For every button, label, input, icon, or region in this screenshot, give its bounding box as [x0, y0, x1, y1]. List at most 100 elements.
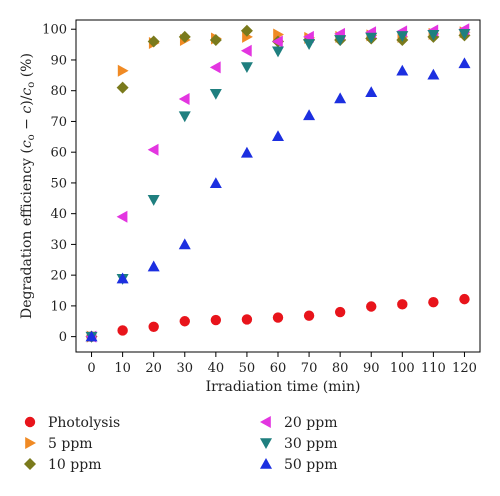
- legend-item-10-ppm: 10 ppm: [24, 457, 101, 473]
- y-title-var: c: [19, 140, 35, 148]
- y-title-text: Degradation efficiency (: [19, 148, 35, 319]
- data-point-photolysis: [210, 314, 222, 326]
- x-tick-label: 60: [270, 361, 287, 376]
- legend-label-30-ppm: 30 ppm: [284, 436, 337, 452]
- y-title-var: c: [19, 106, 35, 114]
- y-title-var: c: [19, 88, 35, 96]
- data-point-5-ppm: [273, 28, 284, 41]
- legend-marker-50-ppm: [260, 458, 272, 469]
- y-axis-ticks: 0 10 20 30 40 50 60 70 80 90 100: [42, 23, 76, 345]
- data-point-photolysis: [148, 321, 159, 332]
- legend-marker-10-ppm: [24, 458, 36, 470]
- y-tick-label: 90: [50, 53, 67, 68]
- data-point-20-ppm: [147, 143, 159, 156]
- data-point-50-ppm: [85, 330, 98, 342]
- y-tick-label: 0: [59, 330, 67, 345]
- y-tick-label: 30: [50, 238, 67, 253]
- data-point-30-ppm: [240, 62, 253, 74]
- data-point-photolysis: [303, 310, 315, 321]
- x-axis-ticks: 0 10 20 30 40 50 60 70 80 90 100 110 120: [87, 352, 477, 376]
- data-point-20-ppm: [209, 61, 221, 74]
- legend-label-photolysis: Photolysis: [48, 415, 120, 431]
- data-point-30-ppm: [365, 32, 378, 44]
- x-tick-label: 50: [239, 361, 256, 376]
- y-tick-label: 20: [50, 269, 67, 284]
- legend-label-20-ppm: 20 ppm: [284, 415, 337, 431]
- data-point-30-ppm: [209, 88, 222, 100]
- legend-item-photolysis: Photolysis: [24, 415, 120, 431]
- y-tick-label: 60: [50, 146, 67, 161]
- y-tick-label: 50: [50, 176, 67, 191]
- data-point-50-ppm: [334, 92, 347, 104]
- data-point-photolysis: [241, 314, 253, 325]
- y-axis-title: Degradation efficiency (co − c)/co (%): [19, 53, 37, 319]
- legend-label-10-ppm: 10 ppm: [48, 457, 101, 473]
- y-tick-label: 70: [50, 115, 67, 130]
- x-tick-label: 120: [452, 361, 477, 376]
- data-point-photolysis: [117, 325, 128, 336]
- data-point-photolysis: [428, 297, 439, 308]
- data-point-30-ppm: [427, 29, 440, 41]
- data-point-50-ppm: [209, 177, 222, 189]
- x-tick-label: 80: [332, 361, 349, 376]
- y-title-text: )/: [19, 95, 35, 105]
- data-point-photolysis: [459, 293, 470, 305]
- data-point-30-ppm: [303, 39, 316, 50]
- legend-marker-20-ppm: [260, 416, 271, 428]
- data-point-30-ppm: [272, 46, 284, 58]
- data-point-photolysis: [366, 301, 377, 312]
- data-point-20-ppm: [178, 93, 190, 106]
- legend-item-30-ppm: 30 ppm: [260, 436, 337, 452]
- data-point-photolysis: [272, 312, 284, 323]
- data-point-10-ppm: [116, 81, 129, 94]
- data-point-10-ppm: [240, 24, 253, 37]
- data-point-photolysis: [397, 299, 408, 310]
- y-title-subscript: o: [26, 134, 37, 140]
- data-point-10-ppm: [178, 30, 191, 43]
- legend-marker-photolysis: [24, 416, 36, 428]
- data-point-30-ppm: [178, 111, 191, 123]
- data-point-50-ppm: [303, 109, 316, 121]
- data-point-photolysis: [179, 316, 190, 327]
- data-point-photolysis: [334, 306, 346, 318]
- series-50-ppm: [85, 57, 471, 342]
- legend-label-50-ppm: 50 ppm: [284, 457, 337, 473]
- y-title-text: −: [19, 114, 35, 135]
- data-point-30-ppm: [334, 35, 347, 46]
- legend-label-5-ppm: 5 ppm: [48, 436, 93, 452]
- y-tick-label: 80: [50, 84, 67, 99]
- data-point-50-ppm: [458, 57, 471, 69]
- data-point-10-ppm: [209, 33, 222, 46]
- series-30-ppm: [85, 29, 471, 343]
- x-tick-label: 70: [301, 361, 318, 376]
- data-point-50-ppm: [240, 146, 253, 158]
- x-tick-label: 100: [390, 361, 415, 376]
- data-markers: [85, 23, 471, 343]
- y-tick-label: 40: [50, 207, 67, 222]
- data-point-50-ppm: [365, 86, 378, 98]
- data-point-5-ppm: [117, 64, 129, 77]
- data-point-50-ppm: [427, 68, 440, 80]
- y-title-text: (%): [19, 53, 35, 82]
- x-tick-label: 40: [208, 361, 225, 376]
- series-photolysis: [86, 293, 470, 342]
- x-tick-label: 90: [363, 361, 380, 376]
- legend: Photolysis 5 ppm 10 ppm 20 ppm 30 ppm 50 ppm: [24, 415, 337, 473]
- x-tick-label: 110: [421, 361, 446, 376]
- y-title-subscript: o: [26, 82, 37, 88]
- data-point-50-ppm: [116, 272, 129, 284]
- legend-item-20-ppm: 20 ppm: [260, 415, 337, 431]
- x-tick-label: 30: [176, 361, 193, 376]
- y-tick-label: 10: [50, 299, 67, 314]
- data-point-50-ppm: [147, 260, 160, 272]
- legend-item-50-ppm: 50 ppm: [260, 457, 337, 473]
- data-point-20-ppm: [240, 44, 252, 57]
- data-point-50-ppm: [272, 130, 284, 141]
- data-point-30-ppm: [458, 29, 471, 40]
- x-axis-title: Irradiation time (min): [206, 379, 361, 395]
- data-point-50-ppm: [178, 238, 191, 250]
- legend-marker-30-ppm: [260, 438, 272, 449]
- data-point-20-ppm: [116, 210, 128, 223]
- legend-item-5-ppm: 5 ppm: [25, 436, 93, 452]
